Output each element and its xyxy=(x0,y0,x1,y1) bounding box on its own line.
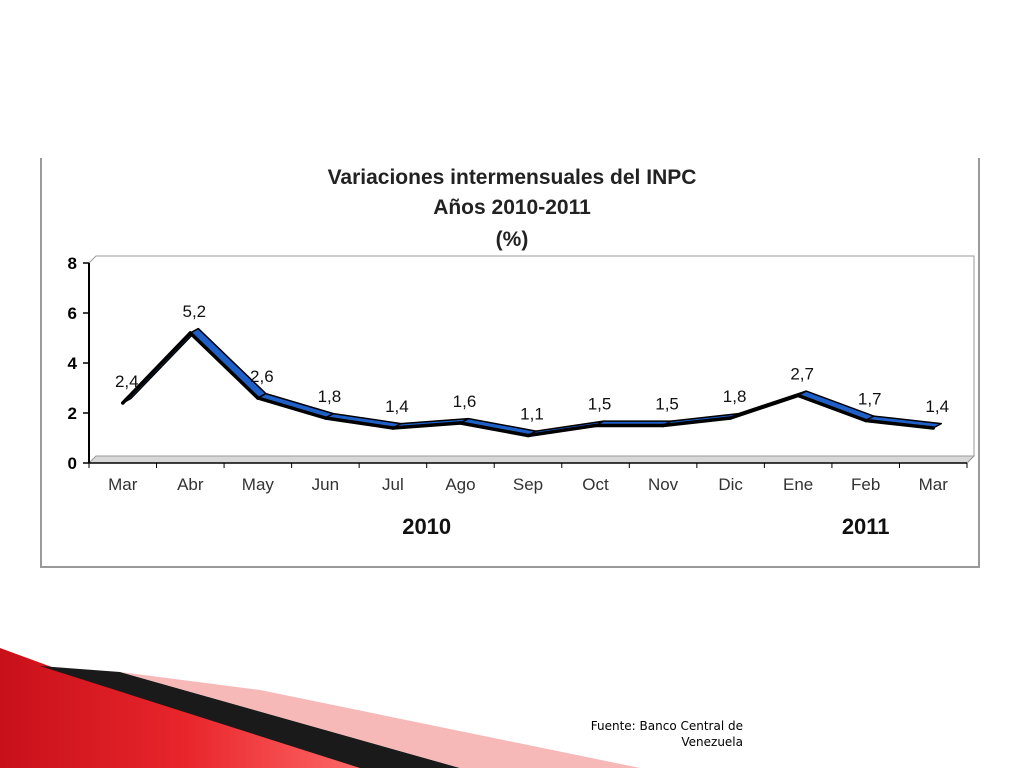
source-line-2: Venezuela xyxy=(681,735,743,749)
data-label: 2,6 xyxy=(250,367,274,386)
series-edge xyxy=(526,423,598,438)
series-edge xyxy=(728,393,800,420)
x-tick-label: Feb xyxy=(851,475,880,494)
series-edge xyxy=(458,421,530,438)
series-edge xyxy=(661,416,733,428)
x-tick-label: Jul xyxy=(382,475,404,494)
series-edge xyxy=(796,393,868,423)
x-tick-label: Abr xyxy=(177,475,204,494)
series-point xyxy=(594,424,598,427)
y-tick-label: 0 xyxy=(68,454,77,473)
data-label: 1,8 xyxy=(723,387,747,406)
series-point xyxy=(796,394,800,397)
series-point xyxy=(391,426,395,430)
data-label: 2,7 xyxy=(790,365,814,384)
data-label: 1,5 xyxy=(655,395,679,414)
x-tick-label: Dic xyxy=(718,475,743,494)
series-point xyxy=(864,419,868,422)
x-tick-label: Mar xyxy=(108,475,138,494)
data-label: 1,8 xyxy=(318,387,342,406)
chart-title-line-3: (%) xyxy=(496,228,529,251)
y-tick-label: 4 xyxy=(68,354,78,373)
series-edge xyxy=(188,331,260,400)
x-tick-label: Ene xyxy=(783,475,813,494)
data-label: 2,4 xyxy=(115,372,139,391)
source-line-1: Fuente: Banco Central de xyxy=(590,719,743,733)
chart-panel: Variaciones intermensuales del INPC Años … xyxy=(40,158,980,568)
series-point xyxy=(458,421,462,425)
series-edge xyxy=(391,421,463,430)
x-tick-label: Mar xyxy=(919,475,949,494)
series-point xyxy=(661,424,665,427)
y-tick-label: 8 xyxy=(68,254,77,273)
x-tick-label: May xyxy=(242,475,275,494)
data-label: 1,6 xyxy=(453,392,477,411)
x-tick-label: Jun xyxy=(312,475,339,494)
series-point xyxy=(256,396,260,400)
plot-floor xyxy=(87,455,976,464)
x-tick-label: Oct xyxy=(582,475,609,494)
series-edge xyxy=(323,416,395,430)
series-point xyxy=(188,331,192,335)
data-label: 1,4 xyxy=(385,397,409,416)
data-label: 5,2 xyxy=(182,302,206,321)
chart-title-line-1: Variaciones intermensuales del INPC xyxy=(328,166,697,189)
series-point xyxy=(121,401,125,405)
series-point xyxy=(526,434,530,437)
x-tick-label: Ago xyxy=(445,475,475,494)
chart-title-line-2: Años 2010-2011 xyxy=(433,196,591,219)
series-edge xyxy=(256,396,328,420)
y-tick-label: 6 xyxy=(68,304,77,323)
series-point xyxy=(729,416,733,420)
data-label: 1,5 xyxy=(588,395,612,414)
data-label: 1,1 xyxy=(520,405,544,424)
line-chart: Variaciones intermensuales del INPC Años … xyxy=(68,166,976,539)
series-edge xyxy=(121,331,193,405)
x-tick-label: Nov xyxy=(648,475,679,494)
year-label: 2010 xyxy=(402,514,451,539)
x-tick-label: Sep xyxy=(513,475,543,494)
source-note: Fuente: Banco Central de Venezuela xyxy=(540,718,743,750)
data-label: 1,4 xyxy=(925,397,949,416)
series-edge xyxy=(863,418,935,430)
series-point xyxy=(931,426,935,430)
data-label: 1,7 xyxy=(858,390,882,409)
y-tick-label: 2 xyxy=(68,404,77,423)
year-label: 2011 xyxy=(842,514,890,539)
series-point xyxy=(323,416,327,420)
